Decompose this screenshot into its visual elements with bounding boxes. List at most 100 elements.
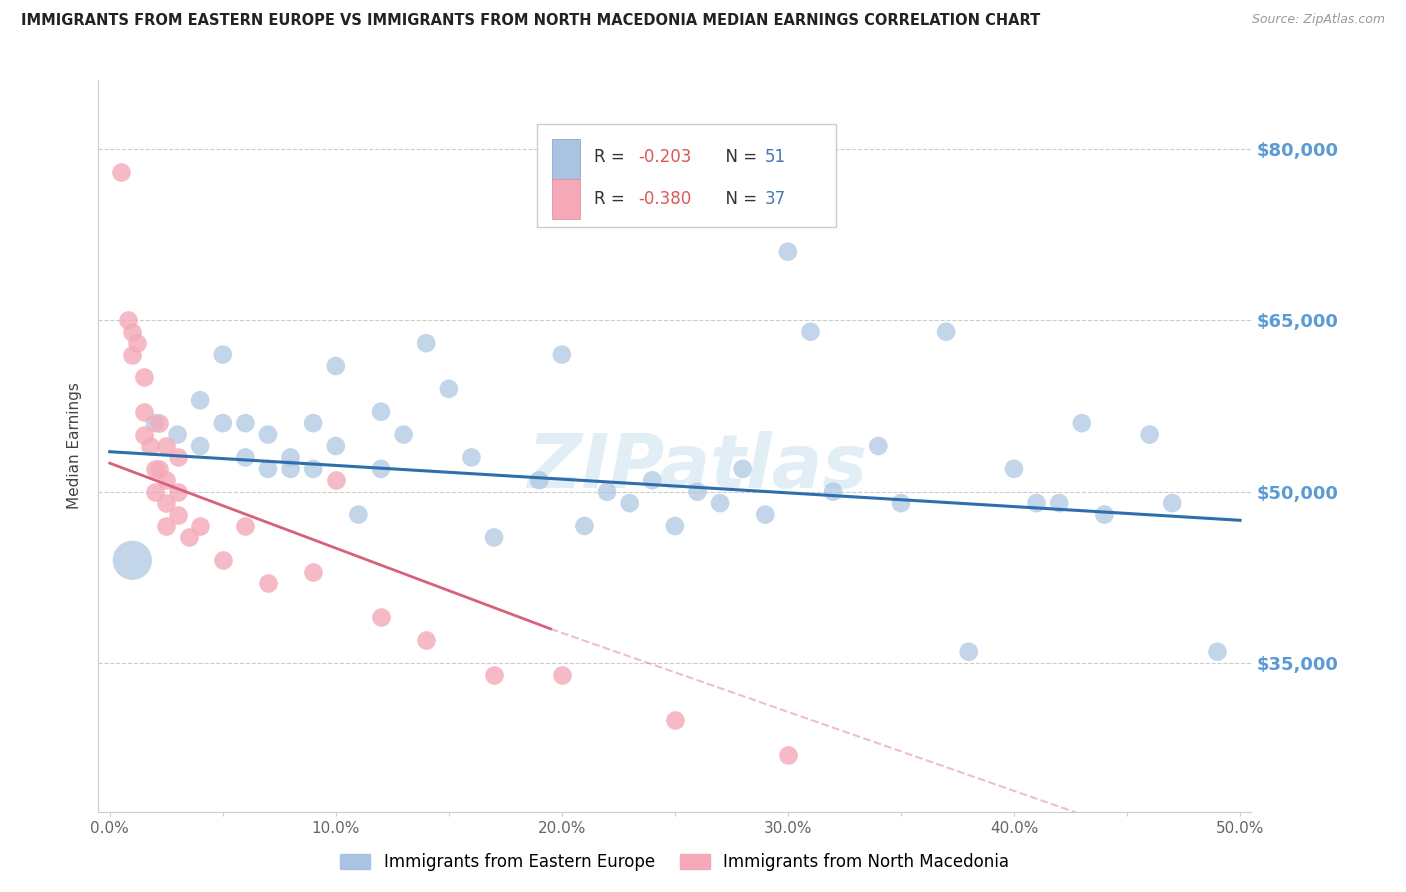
Point	[551, 347, 574, 362]
Point	[211, 553, 233, 567]
Point	[731, 462, 754, 476]
Text: N =: N =	[716, 190, 762, 208]
FancyBboxPatch shape	[551, 179, 581, 219]
Point	[596, 484, 619, 499]
Point	[235, 450, 257, 465]
Point	[110, 164, 132, 178]
Point	[1025, 496, 1047, 510]
Legend: Immigrants from Eastern Europe, Immigrants from North Macedonia: Immigrants from Eastern Europe, Immigran…	[332, 845, 1018, 880]
Point	[415, 336, 437, 351]
Point	[1206, 645, 1229, 659]
Text: -0.380: -0.380	[638, 190, 692, 208]
Text: R =: R =	[595, 190, 630, 208]
Point	[1070, 416, 1092, 430]
Text: N =: N =	[716, 148, 762, 166]
Point	[132, 427, 155, 442]
Point	[148, 462, 170, 476]
Point	[868, 439, 890, 453]
Point	[211, 347, 233, 362]
Point	[482, 530, 505, 544]
Point	[686, 484, 709, 499]
Point	[325, 439, 347, 453]
Point	[155, 519, 177, 533]
Point	[139, 439, 162, 453]
Point	[121, 347, 143, 362]
Point	[117, 313, 139, 327]
Point	[302, 462, 325, 476]
Point	[664, 714, 686, 728]
Point	[143, 416, 166, 430]
Point	[1092, 508, 1115, 522]
Point	[257, 427, 280, 442]
Text: -0.203: -0.203	[638, 148, 692, 166]
Text: ZIPatlas: ZIPatlas	[527, 432, 868, 505]
Text: 37: 37	[765, 190, 786, 208]
Point	[211, 416, 233, 430]
Text: IMMIGRANTS FROM EASTERN EUROPE VS IMMIGRANTS FROM NORTH MACEDONIA MEDIAN EARNING: IMMIGRANTS FROM EASTERN EUROPE VS IMMIGR…	[21, 13, 1040, 29]
Point	[776, 747, 799, 762]
Point	[188, 439, 211, 453]
Point	[370, 610, 392, 624]
Point	[799, 325, 821, 339]
Point	[529, 473, 551, 487]
Point	[482, 667, 505, 681]
Point	[235, 416, 257, 430]
Point	[166, 484, 188, 499]
Point	[166, 427, 188, 442]
Point	[280, 450, 302, 465]
Point	[415, 633, 437, 648]
Point	[1002, 462, 1025, 476]
Point	[370, 462, 392, 476]
Text: R =: R =	[595, 148, 630, 166]
Point	[132, 405, 155, 419]
Point	[325, 473, 347, 487]
Point	[125, 336, 148, 351]
Point	[957, 645, 980, 659]
Point	[235, 519, 257, 533]
Point	[257, 576, 280, 591]
Point	[121, 553, 143, 567]
Point	[166, 450, 188, 465]
Point	[121, 325, 143, 339]
Point	[188, 519, 211, 533]
FancyBboxPatch shape	[537, 124, 837, 227]
Point	[551, 667, 574, 681]
Point	[1047, 496, 1070, 510]
Point	[823, 484, 845, 499]
Point	[370, 405, 392, 419]
Point	[280, 462, 302, 476]
Text: 51: 51	[765, 148, 786, 166]
Point	[935, 325, 957, 339]
Point	[325, 359, 347, 373]
Y-axis label: Median Earnings: Median Earnings	[67, 383, 83, 509]
Point	[460, 450, 482, 465]
Point	[132, 370, 155, 384]
Point	[188, 393, 211, 408]
Point	[664, 519, 686, 533]
Point	[1161, 496, 1184, 510]
Point	[392, 427, 415, 442]
Point	[709, 496, 731, 510]
Point	[302, 565, 325, 579]
Point	[166, 508, 188, 522]
Point	[347, 508, 370, 522]
Point	[177, 530, 200, 544]
Point	[302, 416, 325, 430]
Point	[437, 382, 460, 396]
Point	[641, 473, 664, 487]
Point	[754, 508, 776, 522]
Point	[143, 484, 166, 499]
Point	[155, 473, 177, 487]
Point	[257, 462, 280, 476]
Point	[155, 439, 177, 453]
Point	[776, 244, 799, 259]
Point	[574, 519, 596, 533]
Point	[148, 416, 170, 430]
Point	[1139, 427, 1161, 442]
Point	[890, 496, 912, 510]
Point	[143, 462, 166, 476]
Point	[619, 496, 641, 510]
FancyBboxPatch shape	[551, 139, 581, 179]
Point	[155, 496, 177, 510]
Text: Source: ZipAtlas.com: Source: ZipAtlas.com	[1251, 13, 1385, 27]
